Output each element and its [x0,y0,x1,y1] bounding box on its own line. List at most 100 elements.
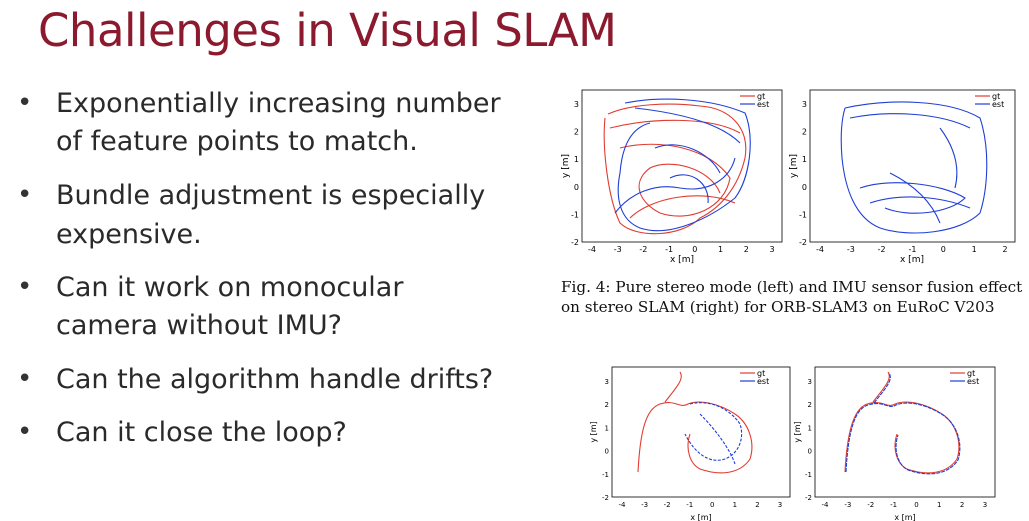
x-ticks: -4 -3 -2 -1 0 1 2 [816,245,1008,254]
x-tick-label: 2 [1002,245,1007,254]
y-tick-label: 1 [574,155,579,164]
y-tick-label: 0 [605,448,609,456]
x-ticks: -4 -3 -2 -1 0 1 2 3 [588,245,775,254]
x-tick-label: 1 [937,501,941,509]
bullet-4-line-1: Can the algorithm handle drifts? [56,364,494,395]
est-trajectory [840,101,988,234]
x-tick-label: -2 [878,245,886,254]
bullet-3-line-1: Can it work on monocular [56,272,404,303]
x-tick-label: 3 [983,501,987,509]
x-tick-label: 2 [744,245,749,254]
bullet-1-line-2: of feature points to match. [56,126,418,157]
y-axis-label: y [m] [561,154,571,178]
x-tick-label: -4 [822,501,830,509]
gt-trajectory [844,371,960,474]
y-tick-label: -2 [571,238,579,247]
x-tick-label: -1 [890,501,897,509]
x-tick-label: 0 [914,501,918,509]
bullet-marker: • [17,272,33,302]
bullet-marker: • [17,180,33,210]
y-tick-label: -2 [805,494,812,502]
legend: gt est [950,369,979,386]
legend-gt-label: gt [757,369,765,378]
gt-trajectory [637,371,753,474]
y-tick-label: -1 [799,210,807,219]
plot-svg: gt est -4 -3 -2 -1 0 1 2 3 2 1 0 -1 -2 x [m] y [m] [789,89,1016,265]
y-tick-label: 3 [605,378,609,386]
x-tick-label: -1 [909,245,917,254]
bullet-1-line-1: Exponentially increasing number [56,88,501,119]
x-tick-label: 0 [941,245,946,254]
x-tick-label: -4 [588,245,596,254]
y-ticks: 3 2 1 0 -1 -2 [805,378,812,502]
legend-est-label: est [992,100,1004,109]
y-tick-label: 0 [808,448,812,456]
y-ticks: 3 2 1 0 -1 -2 [799,100,807,247]
gt-trajectory [603,103,747,235]
bullet-5-line-1: Can it close the loop? [56,417,347,448]
caption-line-2: on stereo SLAM (right) for ORB-SLAM3 on … [561,298,995,316]
x-tick-label: -4 [619,501,627,509]
y-tick-label: -1 [805,471,812,479]
x-tick-label: 2 [960,501,964,509]
x-tick-label: -2 [867,501,874,509]
legend-gt-label: gt [757,92,765,101]
x-tick-label: 1 [972,245,977,254]
y-tick-label: -1 [602,471,609,479]
x-tick-label: -3 [847,245,855,254]
trajectory-plot-stereo: gt est -4 -3 -2 -1 0 1 2 3 3 2 1 0 -1 -2 x [m] y [m] [560,88,790,268]
x-tick-label: 1 [718,245,723,254]
y-tick-label: -2 [602,494,609,502]
legend: gt est [740,369,769,386]
trajectory-lines [844,371,961,475]
y-tick-label: -1 [571,210,579,219]
x-tick-label: -3 [641,501,648,509]
y-tick-label: -2 [799,238,807,247]
trajectory-lines [637,371,753,474]
plot-svg: gt est -4 -3 -2 -1 0 1 2 3 3 2 1 0 -1 -2 x [m] y [m] [793,366,996,521]
legend-est-label: est [757,100,769,109]
y-tick-label: 1 [808,424,812,432]
y-tick-label: 0 [802,183,807,192]
y-tick-label: 3 [802,100,807,109]
y-tick-label: 2 [808,401,812,409]
legend-est-label: est [757,377,769,386]
x-axis-label: x [m] [894,513,915,521]
y-ticks: 3 2 1 0 -1 -2 [571,100,579,247]
caption-line-1: Fig. 4: Pure stereo mode (left) and IMU … [561,278,1023,296]
y-tick-label: 2 [574,128,579,137]
slide-title: Challenges in Visual SLAM [38,4,617,57]
figure-caption: Fig. 4: Pure stereo mode (left) and IMU … [561,277,1029,317]
x-tick-label: -1 [686,501,693,509]
legend: gt est [975,92,1004,109]
y-ticks: 3 2 1 0 -1 -2 [602,378,609,502]
bullet-2-line-2: expensive. [56,219,202,250]
x-tick-label: 1 [733,501,737,509]
est-trajectory [684,402,743,465]
plot-svg: gt est -4 -3 -2 -1 0 1 2 3 3 2 1 0 -1 -2 x [m] y [m] [589,366,791,521]
trajectory-plot-mono: gt est -4 -3 -2 -1 0 1 2 3 3 2 1 0 -1 -2 x [m] y [m] [589,364,795,521]
legend-gt-label: gt [992,92,1000,101]
x-ticks: -4 -3 -2 -1 0 1 2 3 [822,501,988,509]
x-axis-label: x [m] [900,255,924,265]
x-tick-label: -2 [664,501,671,509]
y-tick-label: 3 [808,378,812,386]
y-axis-label: y [m] [789,154,799,178]
x-tick-label: -3 [614,245,622,254]
legend-est-label: est [967,377,979,386]
plot-frame [814,366,996,498]
y-tick-label: 1 [802,155,807,164]
x-tick-label: 3 [778,501,782,509]
est-trajectory [845,372,961,475]
x-tick-label: -4 [816,245,824,254]
x-tick-label: 2 [755,501,759,509]
x-tick-label: 0 [692,245,697,254]
y-tick-label: 2 [605,401,609,409]
y-tick-label: 2 [802,128,807,137]
legend: gt est [740,92,769,109]
plot-svg: gt est -4 -3 -2 -1 0 1 2 3 3 2 1 0 -1 -2 x [m] y [m] [561,89,783,265]
legend-gt-label: gt [967,369,975,378]
plot-frame [611,366,791,498]
x-tick-label: -3 [844,501,851,509]
est-trajectory [614,98,751,232]
